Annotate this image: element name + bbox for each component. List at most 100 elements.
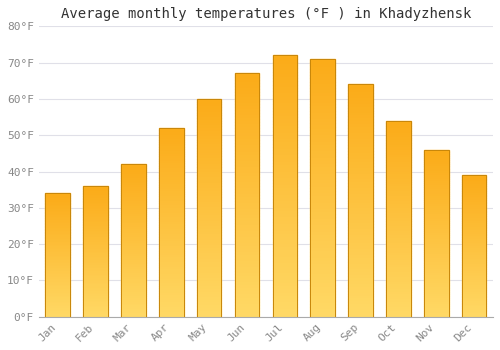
Bar — [310, 301, 335, 304]
Bar — [348, 198, 373, 201]
Bar — [424, 235, 448, 237]
Bar — [348, 169, 373, 172]
Bar — [272, 248, 297, 251]
Bar — [84, 224, 108, 225]
Bar — [197, 115, 222, 118]
Bar — [121, 202, 146, 204]
Bar — [348, 288, 373, 290]
Bar — [197, 164, 222, 167]
Bar — [462, 290, 486, 292]
Bar — [121, 290, 146, 292]
Bar — [386, 268, 410, 270]
Bar — [310, 197, 335, 201]
Bar — [234, 186, 260, 189]
Bar — [197, 202, 222, 205]
Bar — [46, 312, 70, 314]
Bar — [310, 149, 335, 153]
Bar — [197, 156, 222, 159]
Bar — [462, 280, 486, 281]
Bar — [462, 175, 486, 177]
Bar — [424, 296, 448, 298]
Bar — [424, 254, 448, 256]
Bar — [197, 140, 222, 142]
Bar — [424, 225, 448, 227]
Bar — [234, 225, 260, 229]
Bar — [84, 278, 108, 279]
Bar — [462, 186, 486, 188]
Bar — [386, 184, 410, 187]
Bar — [310, 272, 335, 275]
Bar — [159, 262, 184, 265]
Bar — [424, 212, 448, 215]
Bar — [386, 172, 410, 175]
Bar — [386, 285, 410, 287]
Bar — [272, 238, 297, 242]
Bar — [159, 208, 184, 211]
Bar — [272, 157, 297, 160]
Bar — [121, 265, 146, 267]
Bar — [84, 197, 108, 199]
Bar — [272, 258, 297, 261]
Bar — [234, 216, 260, 219]
Bar — [197, 148, 222, 150]
Bar — [462, 232, 486, 233]
Bar — [424, 304, 448, 306]
Bar — [310, 65, 335, 69]
Bar — [234, 229, 260, 232]
Bar — [424, 279, 448, 281]
Bar — [386, 189, 410, 192]
Bar — [197, 197, 222, 200]
Bar — [310, 249, 335, 252]
Bar — [121, 216, 146, 218]
Bar — [462, 188, 486, 189]
Bar — [462, 292, 486, 294]
Bar — [462, 283, 486, 285]
Bar — [234, 244, 260, 247]
Bar — [386, 162, 410, 165]
Bar — [348, 244, 373, 247]
Bar — [272, 251, 297, 255]
Bar — [197, 162, 222, 164]
Bar — [462, 211, 486, 212]
Bar — [348, 108, 373, 111]
Bar — [272, 101, 297, 104]
Bar — [424, 308, 448, 310]
Bar — [159, 237, 184, 239]
Bar — [272, 163, 297, 167]
Bar — [84, 289, 108, 290]
Bar — [386, 248, 410, 251]
Bar — [386, 233, 410, 236]
Bar — [197, 121, 222, 124]
Bar — [424, 275, 448, 277]
Bar — [348, 102, 373, 105]
Bar — [197, 281, 222, 284]
Bar — [272, 82, 297, 85]
Bar — [424, 267, 448, 269]
Bar — [272, 121, 297, 124]
Bar — [386, 180, 410, 182]
Bar — [272, 209, 297, 212]
Bar — [462, 301, 486, 303]
Bar — [386, 238, 410, 241]
Bar — [386, 214, 410, 216]
Bar — [424, 221, 448, 223]
Bar — [424, 269, 448, 271]
Bar — [348, 247, 373, 250]
Bar — [272, 124, 297, 127]
Bar — [46, 309, 70, 311]
Bar — [348, 113, 373, 116]
Bar — [348, 221, 373, 224]
Bar — [272, 173, 297, 176]
Bar — [197, 173, 222, 175]
Bar — [386, 167, 410, 170]
Bar — [46, 251, 70, 252]
Bar — [386, 246, 410, 248]
Bar — [310, 188, 335, 191]
Bar — [386, 175, 410, 177]
Bar — [84, 261, 108, 263]
Bar — [84, 273, 108, 274]
Bar — [121, 273, 146, 275]
Bar — [121, 204, 146, 206]
Bar — [348, 87, 373, 90]
Bar — [197, 273, 222, 276]
